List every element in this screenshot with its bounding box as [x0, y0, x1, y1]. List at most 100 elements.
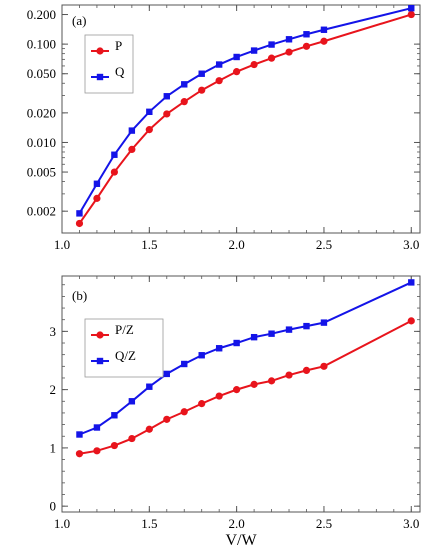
data-point — [198, 70, 205, 77]
data-point — [180, 408, 188, 416]
data-point — [128, 127, 136, 134]
data-point — [181, 360, 188, 368]
series-line — [79, 319, 412, 455]
data-point — [93, 180, 101, 187]
data-point — [111, 412, 118, 419]
data-point — [146, 108, 153, 116]
data-point — [181, 81, 188, 88]
data-point — [268, 41, 275, 48]
series-q — [76, 4, 415, 217]
data-point — [180, 98, 188, 106]
legend: PQ — [84, 34, 134, 94]
data-point — [267, 54, 276, 62]
x-tick-label: 1.0 — [54, 237, 70, 252]
y-tick-label: 2 — [50, 382, 57, 397]
data-point — [285, 326, 293, 333]
legend-marker — [96, 47, 104, 55]
data-point — [250, 333, 258, 341]
data-point — [408, 279, 415, 286]
data-point — [163, 370, 170, 378]
data-point — [93, 447, 101, 455]
data-point — [320, 319, 328, 326]
legend-marker — [96, 357, 104, 365]
data-point — [320, 37, 328, 45]
data-point — [320, 26, 328, 33]
plot-frame — [61, 4, 421, 234]
x-tick-label: 3.0 — [403, 237, 419, 252]
series-p — [75, 10, 415, 228]
data-point — [285, 36, 293, 43]
legend-label: Q — [115, 64, 125, 79]
x-tick-label: 3.0 — [403, 516, 419, 531]
data-point — [198, 400, 206, 408]
legend-label: P — [115, 38, 122, 53]
data-point — [233, 68, 241, 76]
x-tick-label: 1.0 — [54, 516, 70, 531]
y-tick-label: 0.100 — [27, 37, 56, 52]
x-tick-label: 2.5 — [316, 237, 332, 252]
data-point — [303, 31, 310, 38]
data-point — [75, 219, 84, 228]
y-tick-label: 0.005 — [27, 165, 56, 180]
data-point — [75, 450, 84, 458]
data-point — [215, 392, 223, 400]
data-point — [215, 77, 223, 85]
y-tick-label: 0.020 — [27, 105, 56, 120]
data-point — [76, 210, 83, 217]
data-point — [302, 366, 311, 374]
data-point — [250, 380, 258, 388]
data-point — [163, 93, 170, 100]
y-tick-label: 0 — [50, 499, 57, 514]
series-line — [78, 7, 412, 214]
data-point — [268, 330, 275, 337]
data-point — [233, 386, 241, 394]
legend-marker — [96, 73, 104, 81]
legend-marker — [96, 331, 104, 339]
data-point — [110, 168, 118, 176]
data-point — [93, 194, 101, 202]
legend-label: Q/Z — [115, 348, 136, 363]
plot-frame — [61, 275, 421, 513]
panel-label: (a) — [72, 13, 86, 28]
data-point — [233, 339, 240, 347]
y-tick-label: 0.010 — [27, 135, 56, 150]
data-point — [408, 4, 415, 12]
x-tick-label: 2.0 — [229, 237, 245, 252]
data-point — [233, 53, 240, 61]
data-point — [407, 317, 415, 325]
data-point — [145, 126, 153, 134]
data-point — [250, 47, 258, 54]
x-tick-label: 1.5 — [141, 516, 157, 531]
data-point — [110, 441, 118, 450]
data-point — [146, 383, 153, 390]
data-point — [198, 352, 205, 359]
data-point — [215, 345, 223, 352]
data-point — [93, 424, 101, 431]
y-tick-label: 1 — [50, 440, 57, 455]
x-tick-label: 1.5 — [141, 237, 157, 252]
data-point — [285, 371, 293, 379]
series-q-z — [76, 279, 415, 438]
data-point — [111, 151, 118, 158]
data-point — [303, 322, 310, 330]
legend-box — [84, 318, 164, 378]
data-point — [407, 10, 415, 19]
x-axis-title: V/W — [225, 532, 257, 549]
y-tick-label: 0.050 — [27, 66, 56, 81]
data-point — [285, 48, 293, 56]
data-point — [145, 425, 153, 433]
legend: P/Z Q/Z — [84, 318, 164, 378]
data-point — [198, 86, 206, 94]
x-tick-label: 2.5 — [316, 516, 332, 531]
chart-panel-a: 1.0 1.5 2.0 2.5 3.0 0.002 0.005 0.010 0.020 0.050… — [27, 4, 421, 252]
data-point — [302, 42, 311, 50]
series-p-z — [75, 317, 415, 458]
data-point — [163, 110, 171, 118]
y-tick-label: 3 — [50, 324, 57, 339]
data-point — [128, 434, 136, 443]
panel-label: (b) — [72, 288, 87, 303]
data-point — [128, 398, 136, 405]
data-point — [320, 362, 328, 370]
series-line — [78, 13, 412, 225]
data-point — [128, 145, 136, 153]
